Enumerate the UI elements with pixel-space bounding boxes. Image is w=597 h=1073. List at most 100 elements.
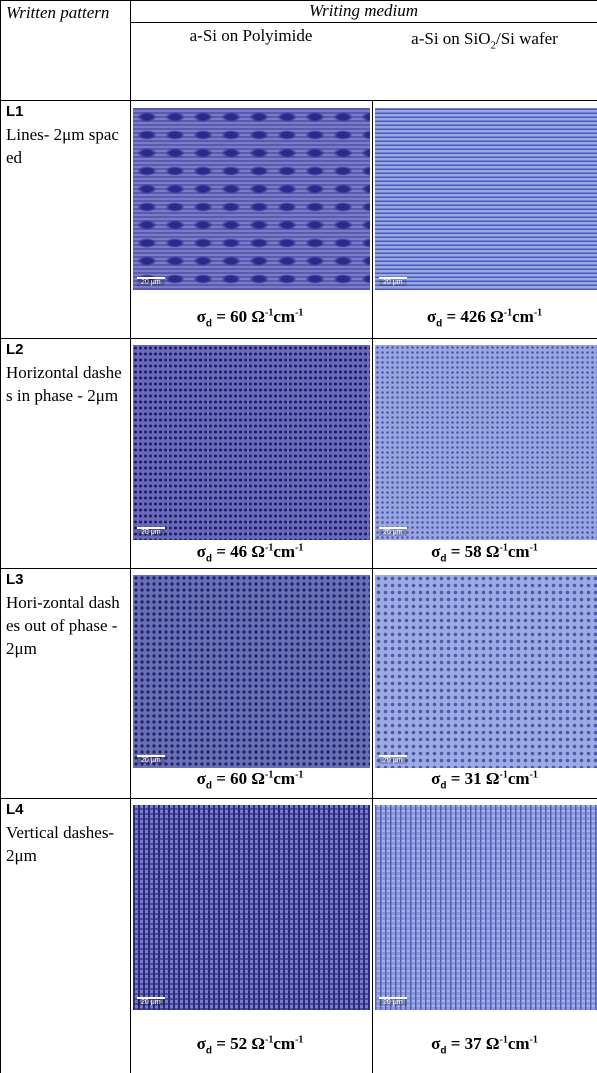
micrograph: 20 μm xyxy=(133,575,370,768)
equals: = xyxy=(216,769,226,788)
column-header-text: /Si wafer xyxy=(496,29,558,48)
column-header-text: a-Si on SiO xyxy=(411,29,490,48)
conductivity-label: σd = 58 Ω-1cm-1 xyxy=(372,542,597,564)
scale-bar: 20 μm xyxy=(137,755,165,764)
conductivity-label: σd = 60 Ω-1cm-1 xyxy=(130,769,370,791)
symbol: σ xyxy=(197,542,206,561)
scale-bar: 20 μm xyxy=(379,527,407,536)
unit: cm xyxy=(273,542,295,561)
pattern-text: Vertical dashes- 2μm xyxy=(6,821,124,867)
micrograph: 20 μm xyxy=(375,805,597,1010)
border xyxy=(130,22,597,23)
symbol-sub: d xyxy=(440,780,446,791)
unit: cm xyxy=(273,307,295,326)
column-header: a-Si on SiO2/Si wafer xyxy=(372,26,597,58)
symbol: σ xyxy=(431,542,440,561)
micrograph: 20 μm xyxy=(133,108,370,290)
value: 60 xyxy=(230,769,247,788)
exponent: -1 xyxy=(295,307,303,318)
pattern-id: L1 xyxy=(6,103,24,120)
symbol-sub: d xyxy=(206,1045,212,1056)
conductivity-label: σd = 426 Ω-1cm-1 xyxy=(372,307,597,329)
border xyxy=(0,568,597,569)
exponent: -1 xyxy=(534,307,542,318)
value: 60 xyxy=(230,307,247,326)
value: 46 xyxy=(230,542,247,561)
unit: Ω xyxy=(486,1034,500,1053)
conductivity-label: σd = 46 Ω-1cm-1 xyxy=(130,542,370,564)
exponent: -1 xyxy=(500,1034,508,1045)
unit: cm xyxy=(512,307,534,326)
micrograph: 20 μm xyxy=(375,575,597,768)
micrograph: 20 μm xyxy=(375,108,597,290)
equals: = xyxy=(451,542,461,561)
unit: Ω xyxy=(251,307,265,326)
equals: = xyxy=(451,1034,461,1053)
symbol: σ xyxy=(197,769,206,788)
conductivity-label: σd = 31 Ω-1cm-1 xyxy=(372,769,597,791)
exponent: -1 xyxy=(295,542,303,553)
unit: cm xyxy=(508,769,530,788)
pattern-id: L4 xyxy=(6,801,24,818)
symbol-sub: d xyxy=(436,318,442,329)
symbol: σ xyxy=(197,307,206,326)
value: 58 xyxy=(465,542,482,561)
unit: cm xyxy=(508,542,530,561)
scale-bar: 20 μm xyxy=(379,755,407,764)
page: Written pattern Writing medium a-Si on Pol… xyxy=(0,0,597,1073)
border xyxy=(0,100,597,101)
value: 426 xyxy=(460,307,486,326)
unit: Ω xyxy=(486,769,500,788)
unit: Ω xyxy=(251,542,265,561)
exponent: -1 xyxy=(500,542,508,553)
scale-bar: 20 μm xyxy=(137,997,165,1006)
exponent: -1 xyxy=(295,1034,303,1045)
micrograph: 20 μm xyxy=(375,345,597,540)
equals: = xyxy=(216,542,226,561)
scale-bar: 20 μm xyxy=(379,997,407,1006)
unit: Ω xyxy=(251,769,265,788)
border xyxy=(0,0,1,1073)
unit: cm xyxy=(273,1034,295,1053)
pattern-id: L2 xyxy=(6,341,24,358)
exponent: -1 xyxy=(530,769,538,780)
pattern-text: Hori-zontal dashes out of phase - 2μm xyxy=(6,591,124,660)
pattern-text: Lines- 2μm spaced xyxy=(6,123,124,169)
header-pattern: Written pattern xyxy=(6,1,124,24)
value: 52 xyxy=(230,1034,247,1053)
column-header: a-Si on Polyimide xyxy=(130,26,372,46)
scale-bar: 20 μm xyxy=(379,277,407,286)
border xyxy=(0,798,597,799)
symbol: σ xyxy=(431,769,440,788)
symbol: σ xyxy=(427,307,436,326)
exponent: -1 xyxy=(500,769,508,780)
exponent: -1 xyxy=(504,307,512,318)
unit: cm xyxy=(508,1034,530,1053)
scale-bar: 20 μm xyxy=(137,527,165,536)
border xyxy=(372,100,373,1073)
value: 37 xyxy=(465,1034,482,1053)
equals: = xyxy=(216,1034,226,1053)
unit: cm xyxy=(273,769,295,788)
symbol-sub: d xyxy=(206,780,212,791)
equals: = xyxy=(446,307,456,326)
micrograph: 20 μm xyxy=(133,805,370,1010)
value: 31 xyxy=(465,769,482,788)
unit: Ω xyxy=(490,307,504,326)
symbol: σ xyxy=(197,1034,206,1053)
scale-bar: 20 μm xyxy=(137,277,165,286)
symbol-sub: d xyxy=(206,553,212,564)
symbol: σ xyxy=(431,1034,440,1053)
border xyxy=(0,338,597,339)
equals: = xyxy=(216,307,226,326)
exponent: -1 xyxy=(530,542,538,553)
unit: Ω xyxy=(251,1034,265,1053)
exponent: -1 xyxy=(295,769,303,780)
symbol-sub: d xyxy=(440,1045,446,1056)
equals: = xyxy=(451,769,461,788)
micrograph: 20 μm xyxy=(133,345,370,540)
border xyxy=(130,0,131,1073)
header-medium: Writing medium xyxy=(130,1,597,21)
exponent: -1 xyxy=(530,1034,538,1045)
unit: Ω xyxy=(486,542,500,561)
